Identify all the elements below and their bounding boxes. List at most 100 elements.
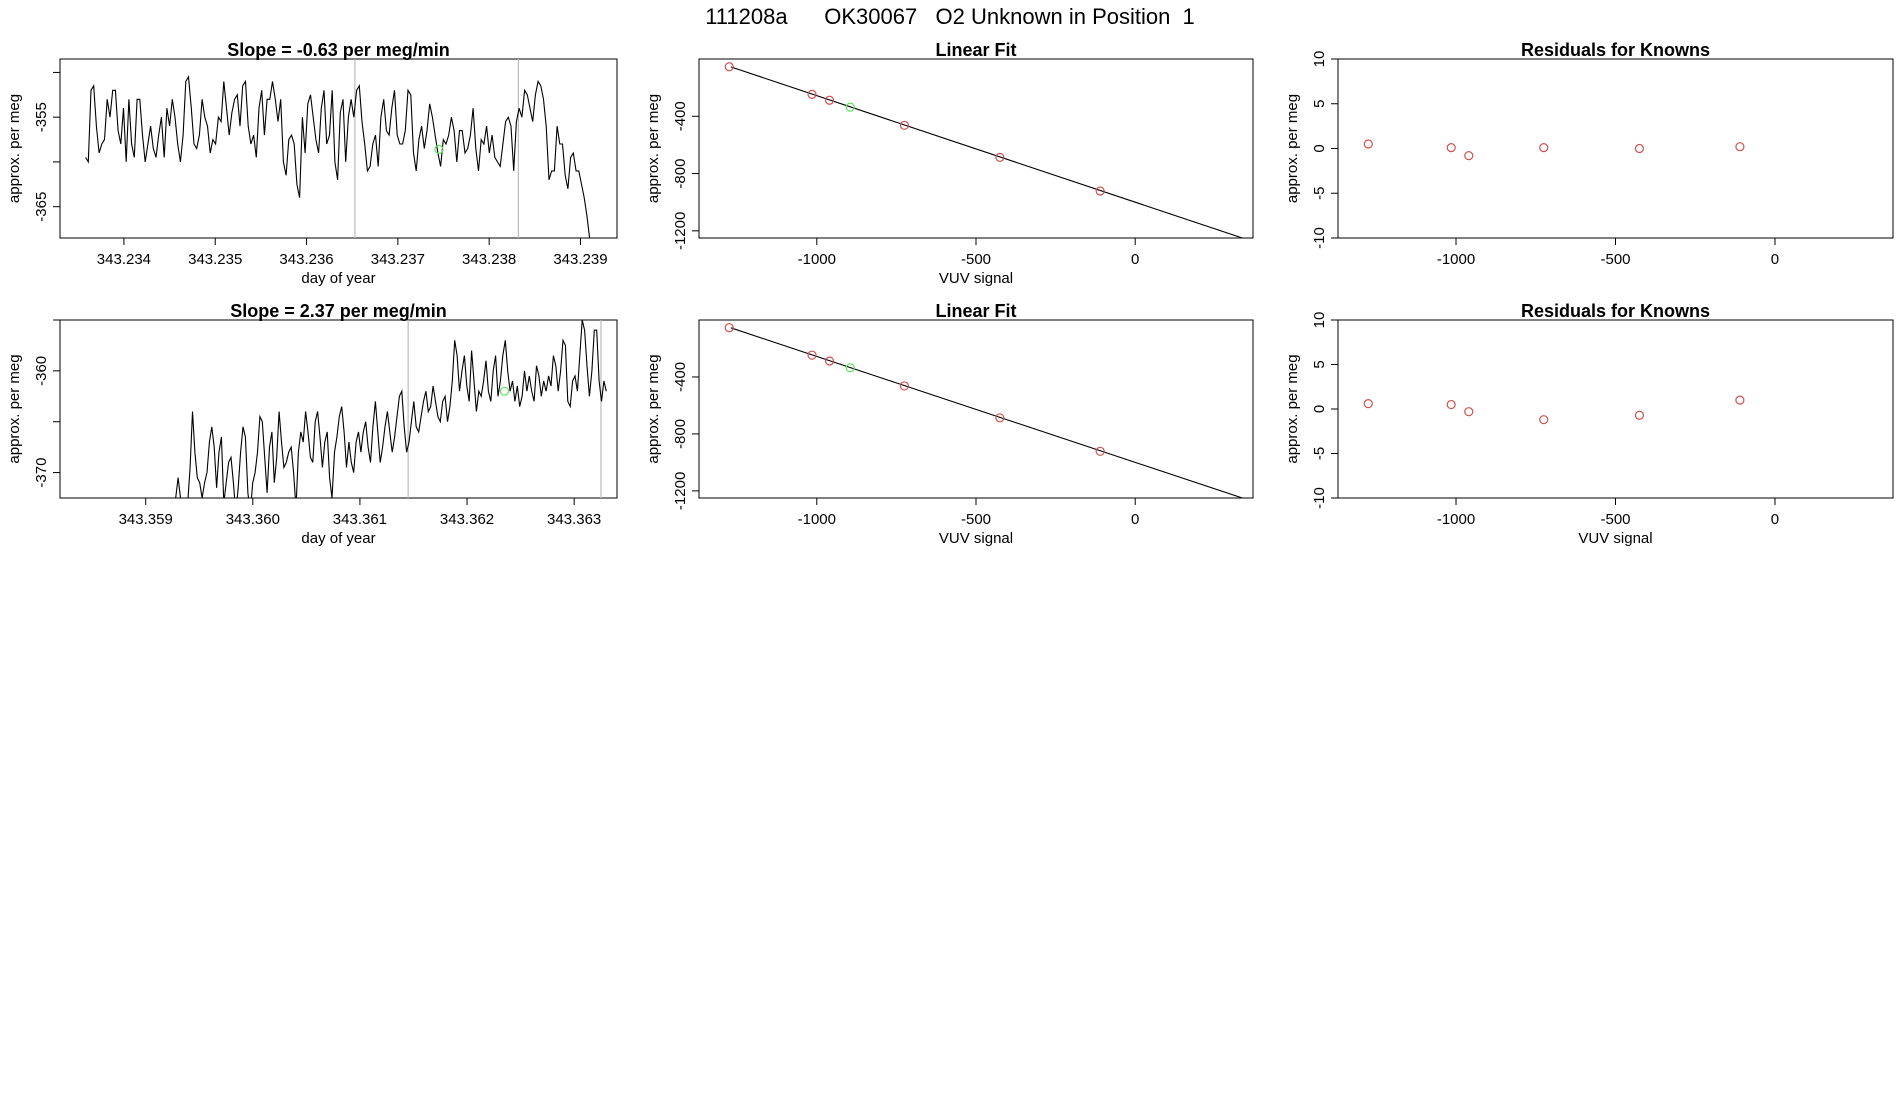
known-point <box>1363 139 1373 149</box>
unknown-point <box>499 386 510 396</box>
x-tick-label: 343.235 <box>188 251 242 268</box>
known-point <box>1464 407 1474 417</box>
x-axis-label: day of year <box>301 270 375 287</box>
x-tick-label: 0 <box>1771 251 1779 268</box>
y-axis-label: approx. per meg <box>1284 354 1301 463</box>
y-tick-label: -400 <box>672 101 689 131</box>
x-tick-label: -500 <box>961 251 991 268</box>
x-tick-label: 343.238 <box>462 251 516 268</box>
x-tick-label: -500 <box>1600 511 1630 528</box>
x-tick-label: 343.359 <box>119 511 173 528</box>
panels: Slope = -0.63 per meg/min 343.234 343.235 3… <box>6 40 1894 547</box>
x-tick-label: 343.362 <box>440 511 494 528</box>
series-line <box>175 320 607 498</box>
known-point <box>1095 446 1105 456</box>
plot-frame <box>59 58 618 239</box>
chart-panel-1: Slope = -0.63 per meg/min 343.234 343.235 3… <box>6 40 618 287</box>
known-point <box>724 323 734 333</box>
y-tick-label: -800 <box>672 159 689 189</box>
y-tick-label: 5 <box>1311 360 1328 368</box>
chart-title: Residuals for Knowns <box>1521 301 1710 321</box>
fit-line <box>730 327 1245 498</box>
known-point <box>899 381 909 391</box>
chart-panel-6: Residuals for Knowns -1000 -500 0 VUV signal… <box>1284 301 1894 547</box>
known-point <box>824 356 835 366</box>
chart-panel-3: Residuals for Knowns -1000 -500 0 10 5 0 -5 -10 a… <box>1284 40 1894 268</box>
plot-data <box>1363 139 1745 161</box>
known-point <box>1539 415 1549 425</box>
series-line <box>85 75 591 238</box>
chart-title: Linear Fit <box>935 40 1016 60</box>
chart-panel-2: Linear Fit -1000 -500 0 VUV signal -400 -800 -1… <box>645 40 1254 287</box>
plot-frame <box>59 319 618 499</box>
known-point <box>995 152 1005 162</box>
x-tick-label: 0 <box>1131 251 1139 268</box>
y-tick-label: 0 <box>1311 405 1328 413</box>
unknown-point <box>434 144 444 154</box>
y-tick-label: -365 <box>33 192 50 222</box>
x-tick-label: -1000 <box>798 251 836 268</box>
x-tick-label: -1000 <box>798 511 836 528</box>
x-tick-label: -500 <box>1600 251 1630 268</box>
y-axis-label: approx. per meg <box>6 354 23 463</box>
known-point <box>1464 151 1474 161</box>
known-point <box>724 62 734 72</box>
known-point <box>899 120 909 130</box>
y-tick-label: -360 <box>33 356 50 386</box>
known-point <box>1446 399 1456 410</box>
x-tick-label: 343.236 <box>279 251 333 268</box>
y-tick-label: 10 <box>1311 51 1328 68</box>
chart-title: Residuals for Knowns <box>1521 40 1710 60</box>
y-tick-label: -5 <box>1311 447 1328 460</box>
chart-title: Linear Fit <box>935 301 1016 321</box>
known-point <box>824 95 835 105</box>
y-axis-label: approx. per meg <box>645 94 662 203</box>
page-title: 111208a OK30067 O2 Unknown in Position 1 <box>705 4 1195 29</box>
known-point <box>1634 410 1645 420</box>
unknown-point <box>845 363 855 373</box>
fit-line <box>730 66 1245 238</box>
unknown-point <box>845 102 855 112</box>
y-tick-label: 0 <box>1311 144 1328 152</box>
x-axis-label: VUV signal <box>939 530 1013 547</box>
plot-data <box>724 62 1245 238</box>
y-tick-label: -800 <box>672 419 689 449</box>
plot-data <box>175 320 607 498</box>
x-tick-label: 343.363 <box>547 511 601 528</box>
x-tick-label: 343.239 <box>553 251 607 268</box>
x-tick-label: -1000 <box>1437 251 1475 268</box>
known-point <box>1735 395 1745 405</box>
y-tick-label: -10 <box>1311 227 1328 249</box>
x-tick-label: -500 <box>961 511 991 528</box>
chart-panel-5: Linear Fit -1000 -500 0 VUV signal -400 -800 -1… <box>645 301 1254 547</box>
plot-data <box>85 59 591 238</box>
x-tick-label: 0 <box>1131 511 1139 528</box>
y-axis-label: approx. per meg <box>1284 94 1301 203</box>
chart-title: Slope = 2.37 per meg/min <box>230 301 447 321</box>
plot-data <box>1363 395 1745 425</box>
known-point <box>1634 143 1645 154</box>
chart-panel-4: Slope = 2.37 per meg/min 343.359 343.360 34… <box>6 301 618 547</box>
y-tick-label: -355 <box>33 102 50 132</box>
x-tick-label: -1000 <box>1437 511 1475 528</box>
plot-frame <box>1337 319 1894 499</box>
y-tick-label: 10 <box>1311 312 1328 329</box>
x-axis-label: day of year <box>301 530 375 547</box>
y-tick-label: -5 <box>1311 187 1328 200</box>
y-tick-label: -1200 <box>672 212 689 250</box>
known-point <box>1446 143 1456 153</box>
known-point <box>995 413 1005 423</box>
y-tick-label: -10 <box>1311 487 1328 509</box>
y-tick-label: 5 <box>1311 100 1328 108</box>
known-point <box>1539 143 1549 153</box>
y-axis-label: approx. per meg <box>645 354 662 463</box>
y-tick-label: -370 <box>33 458 50 488</box>
chart-title: Slope = -0.63 per meg/min <box>227 40 450 60</box>
known-point <box>1363 399 1373 409</box>
plot-data <box>724 323 1245 498</box>
x-tick-label: 343.361 <box>333 511 387 528</box>
x-tick-label: 343.360 <box>226 511 280 528</box>
y-tick-label: -1200 <box>672 472 689 510</box>
x-tick-label: 0 <box>1771 511 1779 528</box>
x-tick-label: 343.234 <box>97 251 151 268</box>
